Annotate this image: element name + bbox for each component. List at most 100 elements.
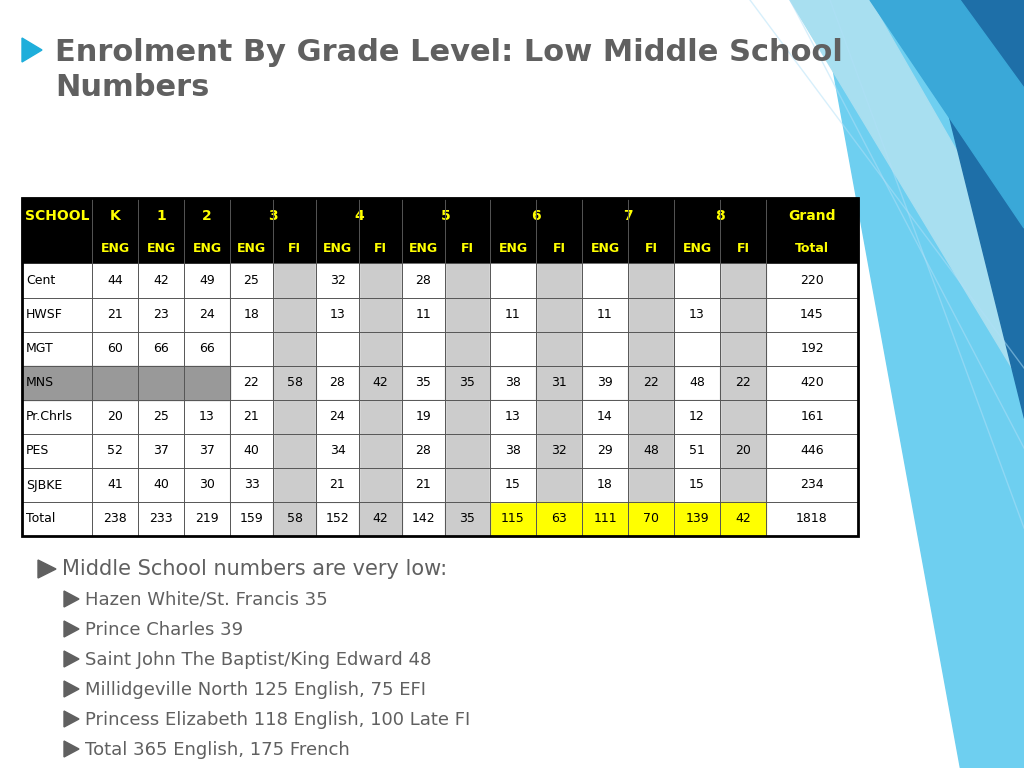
Text: 60: 60: [108, 343, 123, 356]
Text: 52: 52: [108, 445, 123, 458]
Text: Pr.Chrls: Pr.Chrls: [26, 411, 73, 423]
Bar: [22, 400, 858, 434]
Text: FI: FI: [461, 243, 474, 256]
Bar: [490, 298, 536, 332]
Text: 159: 159: [240, 512, 263, 525]
Bar: [359, 366, 402, 400]
Text: Cent: Cent: [26, 274, 55, 287]
Bar: [628, 366, 674, 400]
Bar: [22, 332, 858, 366]
Text: 233: 233: [150, 512, 173, 525]
Text: 51: 51: [689, 445, 705, 458]
Bar: [402, 434, 445, 468]
Text: 58: 58: [287, 376, 302, 389]
Text: Prince Charles 39: Prince Charles 39: [85, 621, 243, 639]
Bar: [490, 468, 536, 502]
Bar: [582, 468, 628, 502]
Text: 63: 63: [551, 512, 567, 525]
Text: 21: 21: [244, 411, 259, 423]
Text: ENG: ENG: [100, 243, 130, 256]
Text: 35: 35: [460, 376, 475, 389]
Polygon shape: [63, 651, 79, 667]
Text: K: K: [110, 209, 121, 223]
Bar: [445, 502, 490, 536]
Bar: [359, 502, 402, 536]
Text: 34: 34: [330, 445, 345, 458]
Text: 40: 40: [244, 445, 259, 458]
Bar: [22, 434, 858, 468]
Text: SJBKE: SJBKE: [26, 478, 62, 492]
Bar: [674, 434, 720, 468]
Polygon shape: [22, 38, 42, 62]
Text: HWSF: HWSF: [26, 309, 62, 322]
Text: 42: 42: [735, 512, 751, 525]
Text: 35: 35: [460, 512, 475, 525]
Text: 142: 142: [412, 512, 435, 525]
Text: MGT: MGT: [26, 343, 53, 356]
Bar: [582, 264, 628, 298]
Text: 40: 40: [153, 478, 169, 492]
Bar: [273, 366, 316, 400]
Text: 24: 24: [330, 411, 345, 423]
Text: Princess Elizabeth 118 English, 100 Late FI: Princess Elizabeth 118 English, 100 Late…: [85, 711, 470, 729]
Text: 33: 33: [244, 478, 259, 492]
Bar: [230, 400, 766, 434]
Bar: [22, 298, 858, 332]
Text: Grand: Grand: [788, 209, 836, 223]
Text: 11: 11: [597, 309, 613, 322]
Text: 4: 4: [354, 209, 364, 223]
Bar: [582, 434, 628, 468]
Text: 21: 21: [108, 309, 123, 322]
Polygon shape: [63, 711, 79, 727]
Text: 42: 42: [154, 274, 169, 287]
Text: 220: 220: [800, 274, 824, 287]
Bar: [490, 400, 536, 434]
Text: 70: 70: [643, 512, 659, 525]
Bar: [22, 198, 858, 234]
Bar: [402, 400, 445, 434]
Text: 28: 28: [416, 274, 431, 287]
Text: 13: 13: [505, 411, 521, 423]
Bar: [22, 366, 92, 400]
Text: 42: 42: [373, 512, 388, 525]
Text: 30: 30: [199, 478, 215, 492]
Bar: [674, 400, 720, 434]
Bar: [230, 468, 766, 502]
Text: 15: 15: [689, 478, 705, 492]
Bar: [674, 264, 720, 298]
Polygon shape: [820, 0, 1024, 768]
Text: 13: 13: [330, 309, 345, 322]
Text: 19: 19: [416, 411, 431, 423]
Text: 219: 219: [196, 512, 219, 525]
Polygon shape: [38, 560, 56, 578]
Text: 111: 111: [593, 512, 616, 525]
Text: 66: 66: [199, 343, 215, 356]
Text: ENG: ENG: [146, 243, 175, 256]
Text: Numbers: Numbers: [55, 73, 209, 102]
Text: 49: 49: [199, 274, 215, 287]
Bar: [22, 198, 858, 536]
Text: 1: 1: [156, 209, 166, 223]
Bar: [230, 468, 273, 502]
Text: FI: FI: [374, 243, 387, 256]
Text: 39: 39: [597, 376, 613, 389]
Text: 38: 38: [505, 376, 521, 389]
Text: FI: FI: [553, 243, 565, 256]
Text: 21: 21: [330, 478, 345, 492]
Text: Hazen White/St. Francis 35: Hazen White/St. Francis 35: [85, 591, 328, 609]
Bar: [92, 366, 230, 400]
Polygon shape: [63, 741, 79, 757]
Text: FI: FI: [736, 243, 750, 256]
Polygon shape: [63, 621, 79, 637]
Text: 22: 22: [244, 376, 259, 389]
Polygon shape: [920, 0, 1024, 418]
Text: 37: 37: [199, 445, 215, 458]
Text: 38: 38: [505, 445, 521, 458]
Text: 28: 28: [416, 445, 431, 458]
Bar: [230, 434, 273, 468]
Text: ENG: ENG: [682, 243, 712, 256]
Text: PES: PES: [26, 445, 49, 458]
Text: 145: 145: [800, 309, 824, 322]
Text: 420: 420: [800, 376, 824, 389]
Bar: [720, 366, 766, 400]
